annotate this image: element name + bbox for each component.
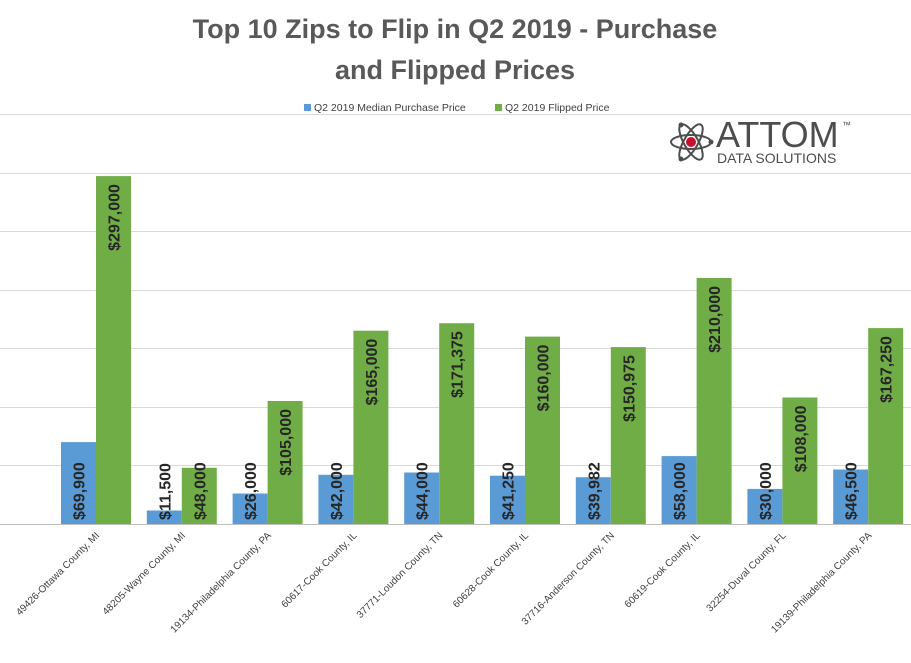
logo-wordmark: ATTOM — [716, 114, 839, 155]
data-label-purchase: $39,982 — [586, 462, 603, 520]
legend-swatch-flipped — [495, 104, 502, 111]
data-label-purchase: $30,000 — [758, 462, 775, 520]
bar-flipped-price — [267, 401, 303, 524]
data-label-purchase: $42,000 — [329, 462, 346, 520]
bar-flipped-price — [782, 397, 818, 524]
bar-flipped-price — [610, 347, 646, 524]
chart-title-line-2: and Flipped Prices — [335, 55, 575, 85]
data-label-flipped: $167,250 — [879, 336, 896, 403]
bar-flipped-price — [181, 467, 217, 524]
attom-atom-icon — [670, 122, 714, 162]
data-label-purchase: $41,250 — [501, 462, 518, 520]
data-label-flipped: $105,000 — [278, 409, 295, 476]
bar-purchase-price — [318, 474, 354, 524]
bar-flipped-price — [525, 336, 560, 524]
logo-subtitle: DATA SOLUTIONS — [717, 150, 836, 166]
bar-purchase-price — [61, 442, 96, 524]
bar-purchase-price — [833, 469, 869, 524]
data-label-purchase: $11,500 — [157, 463, 174, 520]
bar-flipped-price — [696, 278, 732, 524]
data-label-flipped: $48,000 — [192, 462, 209, 520]
bar-flipped-price — [868, 328, 904, 524]
data-label-purchase: $46,500 — [844, 462, 861, 520]
data-label-flipped: $108,000 — [793, 405, 810, 472]
bars — [61, 176, 904, 524]
bar-purchase-price — [490, 475, 525, 524]
data-label-purchase: $26,000 — [243, 462, 260, 520]
data-label-flipped: $150,975 — [621, 355, 638, 422]
legend-label-purchase: Q2 2019 Median Purchase Price — [314, 102, 466, 114]
bar-purchase-price — [747, 488, 783, 524]
bar-flipped-price — [353, 330, 389, 524]
data-label-flipped: $171,375 — [450, 331, 467, 398]
data-label-purchase: $44,000 — [415, 462, 432, 520]
data-label-flipped: $297,000 — [107, 184, 124, 251]
legend-label-flipped: Q2 2019 Flipped Price — [505, 102, 610, 114]
attom-logo: ATTOM ™ DATA SOLUTIONS — [670, 114, 851, 166]
legend: Q2 2019 Median Purchase Price Q2 2019 Fl… — [304, 102, 610, 114]
bar-flipped-price — [439, 323, 475, 524]
data-label-purchase: $69,900 — [72, 462, 89, 520]
data-labels: $69,900 $297,000 $11,500 $48,000 $26,000 $105… — [72, 184, 896, 520]
logo-trademark: ™ — [842, 120, 851, 130]
data-label-flipped: $160,000 — [536, 344, 553, 411]
data-label-purchase: $58,000 — [672, 462, 689, 520]
data-label-flipped: $165,000 — [364, 339, 381, 406]
bar-flipped-price — [96, 176, 131, 524]
bar-purchase-price — [575, 477, 611, 524]
chart-title-line-1: Top 10 Zips to Flip in Q2 2019 - Purchas… — [193, 14, 718, 44]
data-label-flipped: $210,000 — [707, 286, 724, 353]
legend-swatch-purchase — [304, 104, 311, 111]
bar-purchase-price — [404, 472, 440, 524]
bar-purchase-price — [232, 493, 268, 524]
bar-purchase-price — [146, 510, 182, 524]
bar-purchase-price — [661, 456, 697, 524]
